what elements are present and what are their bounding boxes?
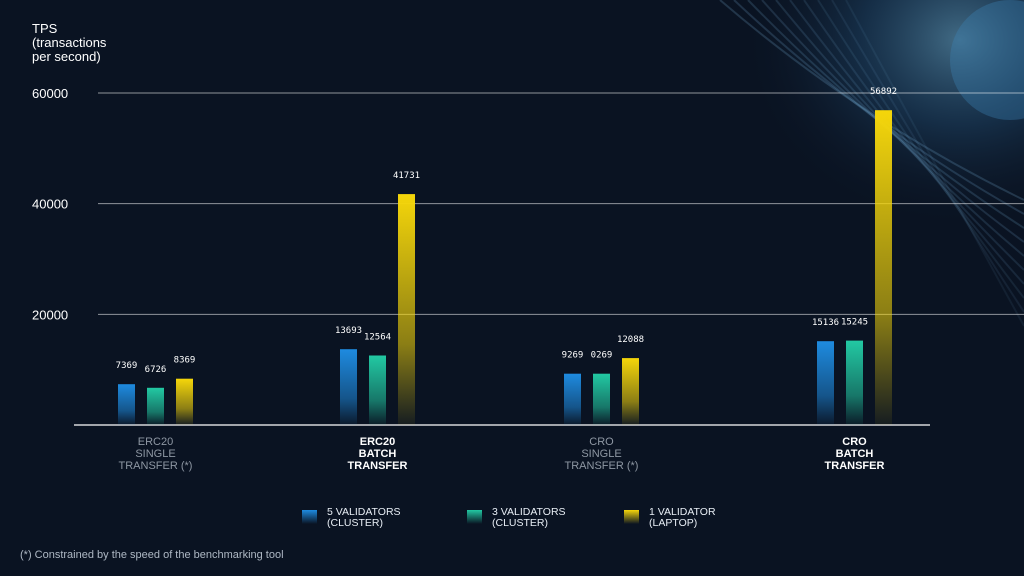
data-label: 56892 bbox=[870, 87, 897, 97]
category-label-line: ERC20 bbox=[138, 436, 173, 448]
data-label: 15136 bbox=[812, 318, 839, 328]
background-streak bbox=[803, 0, 1024, 285]
data-label: 12088 bbox=[617, 335, 644, 345]
data-label: 7369 bbox=[116, 361, 138, 371]
legend-swatch-1-validator bbox=[624, 510, 639, 524]
bar bbox=[564, 373, 581, 425]
legend-item-3-validators: 3 VALIDATORS (CLUSTER) bbox=[467, 507, 566, 529]
category-label-line: TRANSFER (*) bbox=[565, 460, 639, 472]
category-label-line: CRO bbox=[589, 436, 614, 448]
y-tick-label: 40000 bbox=[32, 197, 68, 212]
legend-item-1-validator: 1 VALIDATOR (LAPTOP) bbox=[624, 507, 716, 529]
background-streak bbox=[733, 0, 1024, 215]
background-orb bbox=[950, 0, 1024, 120]
category-label-line: TRANSFER bbox=[348, 460, 408, 472]
data-label: 12564 bbox=[364, 333, 391, 343]
category-label-line: SINGLE bbox=[581, 448, 621, 460]
legend-swatch-3-validators bbox=[467, 510, 482, 524]
data-label: 9269 bbox=[562, 351, 584, 361]
bar bbox=[369, 355, 386, 425]
data-label: 13693 bbox=[335, 326, 362, 336]
y-axis-label: TPS (transactions per second) bbox=[32, 21, 107, 64]
category-label: CRO BATCH TRANSFER bbox=[825, 436, 885, 472]
legend-label-5-validators: 5 VALIDATORS (CLUSTER) bbox=[327, 506, 401, 529]
bar bbox=[398, 194, 415, 425]
background-streak bbox=[845, 0, 1024, 327]
y-tick-label: 20000 bbox=[32, 307, 68, 322]
legend-label-1-validator: 1 VALIDATOR (LAPTOP) bbox=[649, 506, 716, 529]
bar bbox=[846, 340, 863, 425]
legend-item-5-validators: 5 VALIDATORS (CLUSTER) bbox=[302, 507, 401, 529]
background-streak bbox=[831, 0, 1024, 313]
background-streak bbox=[775, 0, 1024, 257]
background-streak bbox=[817, 0, 1024, 299]
category-label: ERC20 SINGLE TRANSFER (*) bbox=[119, 436, 193, 472]
bar bbox=[340, 349, 357, 425]
bar bbox=[118, 384, 135, 425]
category-label-line: CRO bbox=[842, 436, 867, 448]
category-label-line: SINGLE bbox=[135, 448, 175, 460]
data-label: 41731 bbox=[393, 171, 420, 181]
category-label-line: TRANSFER (*) bbox=[119, 460, 193, 472]
y-tick-label: 60000 bbox=[32, 86, 68, 101]
data-label: 0269 bbox=[591, 351, 613, 361]
category-label: ERC20 BATCH TRANSFER bbox=[348, 436, 408, 472]
bar bbox=[817, 341, 834, 425]
data-label: 8369 bbox=[174, 356, 196, 366]
legend-swatch-5-validators bbox=[302, 510, 317, 524]
bar bbox=[147, 387, 164, 425]
background-streak bbox=[789, 0, 1024, 271]
category-label: CRO SINGLE TRANSFER (*) bbox=[565, 436, 639, 472]
footnote: (*) Constrained by the speed of the benc… bbox=[20, 549, 284, 561]
bar bbox=[593, 373, 610, 425]
data-label: 15245 bbox=[841, 318, 868, 328]
category-label-line: BATCH bbox=[836, 448, 874, 460]
legend-label-3-validators: 3 VALIDATORS (CLUSTER) bbox=[492, 506, 566, 529]
category-label-line: BATCH bbox=[359, 448, 397, 460]
background-streak bbox=[719, 0, 1024, 201]
category-label-line: ERC20 bbox=[360, 436, 395, 448]
bar bbox=[176, 378, 193, 425]
bar bbox=[875, 110, 892, 425]
bar bbox=[622, 358, 639, 425]
category-label-line: TRANSFER bbox=[825, 460, 885, 472]
data-label: 6726 bbox=[145, 365, 167, 375]
